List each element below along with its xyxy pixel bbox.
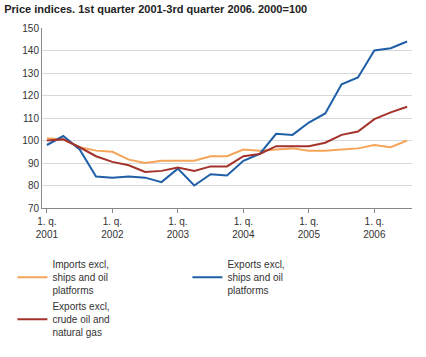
svg-text:130: 130 [22,68,39,79]
svg-text:110: 110 [23,113,39,124]
svg-text:100: 100 [22,135,39,146]
svg-text:1. q.2002: 1. q.2002 [101,216,124,240]
svg-text:1. q.2004: 1. q.2004 [232,216,255,240]
svg-text:120: 120 [22,90,39,101]
svg-text:Price indices. 1st quarter 200: Price indices. 1st quarter 2001-3rd quar… [4,3,307,15]
svg-text:Imports excl,ships and oilplat: Imports excl,ships and oilplatforms [52,259,109,296]
svg-text:1. q.2006: 1. q.2006 [363,216,386,240]
svg-text:80: 80 [28,180,40,191]
svg-text:140: 140 [22,45,39,56]
svg-text:150: 150 [22,23,39,34]
svg-text:1. q.2003: 1. q.2003 [167,216,190,240]
svg-text:Exports excl,crude oil andnatu: Exports excl,crude oil andnatural gas [52,301,109,338]
svg-text:1. q.2005: 1. q.2005 [298,216,321,240]
svg-text:70: 70 [28,203,40,214]
svg-text:1. q.2001: 1. q.2001 [36,216,59,240]
svg-text:Exports excl,ships and oilplat: Exports excl,ships and oilplatforms [227,259,284,296]
svg-text:90: 90 [28,158,40,169]
